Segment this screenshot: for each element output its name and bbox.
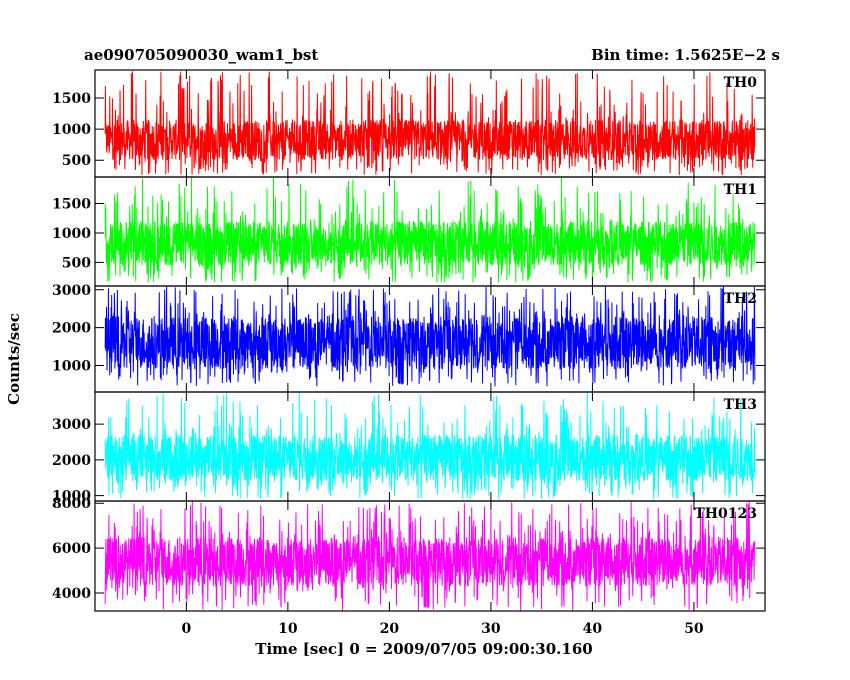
series-line-th0123	[104, 501, 756, 611]
y-tick-label: 4000	[52, 586, 91, 602]
panel-frame-th0123	[94, 500, 766, 612]
chart-title-left: ae090705090030_wam1_bst	[84, 46, 318, 64]
plot-area: 50010001500TH050010001500TH1100020003000…	[52, 69, 766, 637]
x-axis-label: Time [sec] 0 = 2009/07/05 09:00:30.160	[255, 640, 592, 658]
x-tick-label: 40	[583, 621, 603, 637]
y-tick-label: 3000	[52, 417, 91, 433]
y-tick-label: 1000	[52, 359, 91, 375]
y-tick-label: 3000	[52, 283, 91, 299]
y-axis-label: Counts/sec	[5, 313, 23, 405]
x-tick-label: 50	[684, 621, 704, 637]
panel-label-th2: TH2	[724, 291, 757, 307]
panel-label-th0: TH0	[724, 75, 758, 91]
y-tick-label: 500	[62, 255, 91, 271]
y-tick-label: 1000	[52, 489, 91, 505]
y-tick-label: 1000	[52, 226, 91, 242]
x-tick-label: 20	[380, 621, 400, 637]
y-tick-label: 8000	[52, 496, 91, 512]
y-tick-label: 500	[62, 153, 91, 169]
y-tick-label: 1500	[52, 91, 91, 107]
chart-title-right: Bin time: 1.5625E−2 s	[591, 46, 780, 64]
series-line-th0	[104, 71, 756, 176]
y-tick-label: 1500	[52, 197, 91, 213]
y-tick-label: 1000	[52, 122, 91, 138]
series-line-th1	[104, 177, 756, 283]
x-tick-label: 30	[481, 621, 501, 637]
series-line-th2	[104, 286, 756, 387]
y-tick-label: 6000	[52, 541, 91, 557]
panel-label-th3: TH3	[724, 397, 757, 413]
y-tick-label: 2000	[52, 453, 91, 469]
series-line-th3	[104, 392, 756, 500]
panel-label-th1: TH1	[724, 182, 757, 198]
x-tick-label: 0	[181, 621, 191, 637]
y-tick-label: 2000	[52, 321, 91, 337]
panel-label-th0123: TH0123	[694, 506, 757, 522]
x-tick-label: 10	[278, 621, 298, 637]
